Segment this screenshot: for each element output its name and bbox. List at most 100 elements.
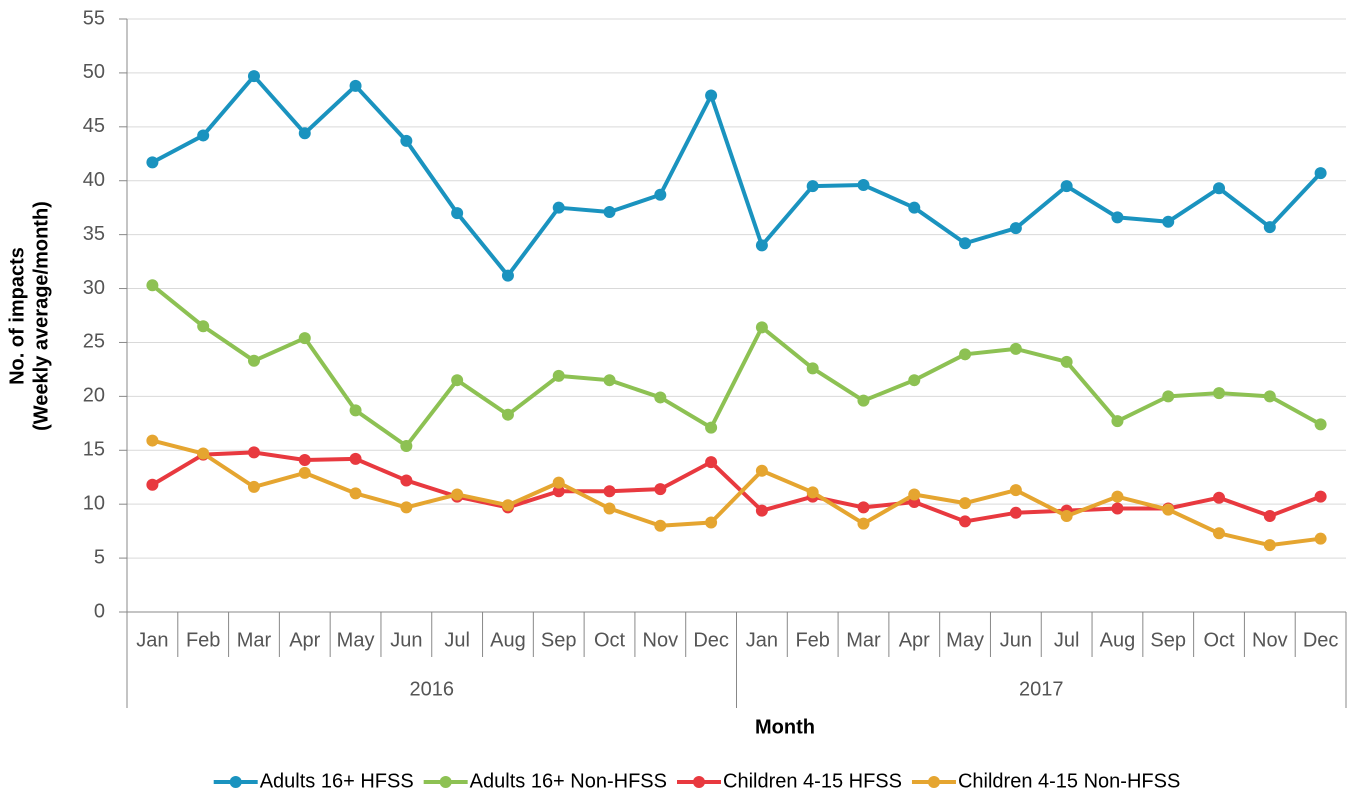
point <box>1213 527 1226 540</box>
point <box>755 464 768 477</box>
x-tick-label: Sep <box>1150 629 1186 651</box>
x-group-label: 2016 <box>410 678 455 700</box>
y-tick-label: 55 <box>83 7 105 29</box>
point <box>1162 390 1175 403</box>
point <box>400 501 413 514</box>
point <box>451 374 464 387</box>
point <box>501 499 514 512</box>
point <box>298 332 311 345</box>
point <box>1009 342 1022 355</box>
point <box>1111 211 1124 224</box>
point <box>1009 506 1022 519</box>
point <box>1111 502 1124 515</box>
y-tick-label: 35 <box>83 223 105 245</box>
point <box>349 487 362 500</box>
point <box>806 486 819 499</box>
point <box>705 89 718 102</box>
point <box>552 485 565 498</box>
x-tick-label: May <box>946 629 984 651</box>
x-axis-title: Month <box>755 716 815 738</box>
legend-label: Children 4-15 HFSS <box>723 770 902 792</box>
x-tick-label: Aug <box>1100 629 1136 651</box>
x-tick-label: Aug <box>490 629 526 651</box>
x-tick-label: Jun <box>390 629 422 651</box>
point <box>451 488 464 501</box>
x-tick-label: Mar <box>237 629 272 651</box>
legend-marker <box>927 776 940 788</box>
point <box>857 394 870 407</box>
point <box>400 439 413 452</box>
legend-label: Adults 16+ HFSS <box>260 770 414 792</box>
point <box>603 485 616 498</box>
point <box>1009 484 1022 497</box>
point <box>1111 490 1124 503</box>
point <box>349 79 362 92</box>
point <box>247 446 260 459</box>
x-tick-label: Dec <box>693 629 729 651</box>
y-tick-label: 0 <box>94 600 105 622</box>
point <box>400 474 413 487</box>
y-tick-label: 15 <box>83 439 105 461</box>
point <box>298 466 311 479</box>
point <box>552 476 565 489</box>
x-tick-label: Oct <box>1203 629 1235 651</box>
point <box>400 134 413 147</box>
x-tick-label: Dec <box>1303 629 1339 651</box>
x-tick-label: Nov <box>643 629 679 651</box>
point <box>959 515 972 528</box>
point <box>959 348 972 361</box>
legend-marker <box>439 776 452 788</box>
point <box>501 408 514 421</box>
point <box>146 478 159 491</box>
point <box>705 516 718 529</box>
point <box>1060 355 1073 368</box>
point <box>1263 539 1276 552</box>
point <box>857 501 870 514</box>
point <box>451 207 464 220</box>
x-tick-label: Jan <box>746 629 778 651</box>
line <box>151 450 1322 524</box>
y-tick-label: 10 <box>83 492 105 514</box>
point <box>1213 182 1226 195</box>
point <box>1314 490 1327 503</box>
point <box>146 434 159 447</box>
x-tick-label: Mar <box>846 629 881 651</box>
x-tick-label: Oct <box>594 629 626 651</box>
legend-label: Adults 16+ Non-HFSS <box>470 770 667 792</box>
point <box>146 156 159 169</box>
x-tick-label: Jun <box>1000 629 1032 651</box>
point <box>298 453 311 466</box>
line <box>151 438 1321 548</box>
point <box>1314 167 1327 180</box>
point <box>1263 510 1276 523</box>
x-tick-label: Apr <box>899 629 930 651</box>
x-tick-label: Feb <box>795 629 829 651</box>
point <box>1111 415 1124 428</box>
point <box>247 354 260 367</box>
y-axis-title: No. of impacts (Weekly average/month) <box>6 201 52 431</box>
point <box>959 237 972 250</box>
point <box>755 321 768 334</box>
point <box>349 452 362 465</box>
point <box>1060 180 1073 193</box>
point <box>1263 221 1276 234</box>
point <box>755 239 768 252</box>
point <box>146 279 159 292</box>
x-tick-label: Nov <box>1252 629 1288 651</box>
point <box>806 180 819 193</box>
point <box>1314 418 1327 431</box>
x-tick-label: May <box>337 629 375 651</box>
point <box>705 421 718 434</box>
point <box>654 391 667 404</box>
point <box>552 201 565 214</box>
y-tick-label: 50 <box>83 61 105 83</box>
y-tick-label: 20 <box>83 385 105 407</box>
point <box>1060 510 1073 523</box>
point <box>857 517 870 530</box>
x-tick-label: Feb <box>186 629 220 651</box>
legend-marker <box>229 776 242 788</box>
point <box>603 374 616 387</box>
point <box>1162 215 1175 228</box>
point <box>603 205 616 218</box>
point <box>705 456 718 469</box>
